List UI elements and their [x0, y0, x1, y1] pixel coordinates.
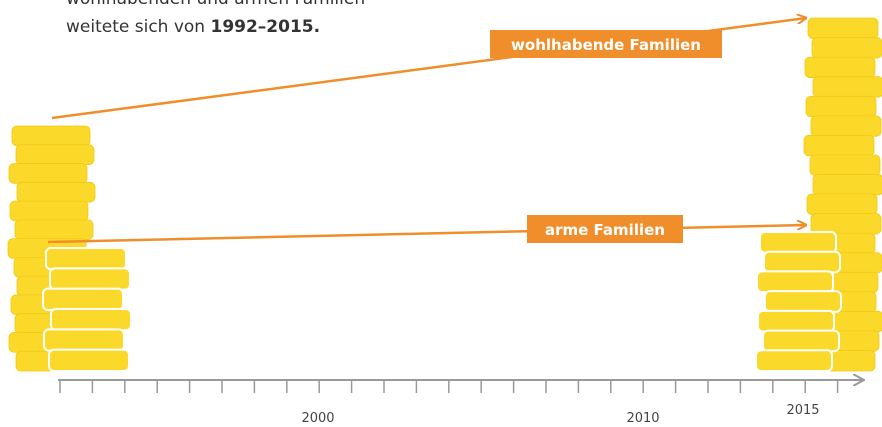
coin — [43, 328, 125, 352]
coin-stacks — [7, 17, 882, 372]
coin — [759, 231, 837, 254]
coin — [812, 174, 882, 196]
intro-bold: 1992–2015. — [210, 17, 320, 37]
coin — [762, 329, 840, 353]
coin — [764, 290, 842, 313]
poor-arrow — [47, 225, 806, 244]
coin — [49, 267, 131, 291]
coin — [755, 349, 833, 372]
tick-label: 2015 — [786, 403, 819, 418]
coin — [50, 308, 132, 332]
rich-label: wohlhabende Familien — [511, 36, 701, 54]
coin — [48, 348, 130, 372]
coin — [45, 247, 127, 271]
poor-label: arme Familien — [545, 221, 665, 239]
label-box — [527, 215, 683, 243]
intro-text: weitete sich von — [66, 17, 210, 37]
tick-label: 2000 — [301, 411, 334, 426]
intro-line: wohlhabenden und armen Familien — [66, 0, 365, 9]
coin — [811, 37, 882, 59]
coin — [14, 219, 94, 241]
coin — [804, 56, 876, 79]
coin — [11, 125, 91, 147]
coin — [807, 17, 879, 39]
coin — [805, 95, 877, 118]
coin — [42, 287, 124, 311]
coin — [806, 193, 878, 215]
coin — [763, 250, 841, 274]
label-box — [490, 30, 722, 58]
coin — [756, 270, 834, 294]
coin — [8, 163, 88, 184]
coin — [810, 115, 882, 137]
coin — [16, 181, 96, 203]
axis-ticks — [59, 380, 839, 393]
coin — [15, 144, 95, 165]
coin — [757, 309, 835, 333]
coin — [809, 154, 881, 176]
coin — [803, 134, 875, 157]
coin — [9, 200, 89, 222]
tick-label: 2010 — [626, 411, 659, 426]
coin — [812, 76, 882, 98]
intro-line: weitete sich von 1992–2015. — [66, 17, 320, 37]
